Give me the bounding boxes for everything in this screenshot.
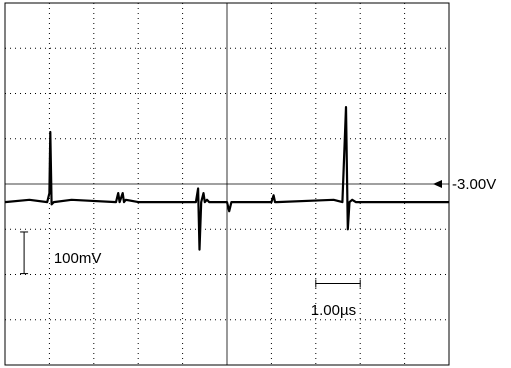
horizontal-scale-label: 1.00µs <box>311 302 356 319</box>
reference-level-marker: -3.00V <box>433 176 496 193</box>
vertical-scale-marker: 100mV <box>20 231 102 275</box>
reference-level-label: -3.00V <box>452 176 496 193</box>
graticule-grid <box>4 2 450 366</box>
signal-trace <box>4 105 449 251</box>
vertical-scale-label: 100mV <box>54 250 102 267</box>
reference-arrow-icon <box>433 180 442 188</box>
horizontal-scale-marker: 1.00µs <box>311 279 361 319</box>
trace-line <box>4 105 449 251</box>
